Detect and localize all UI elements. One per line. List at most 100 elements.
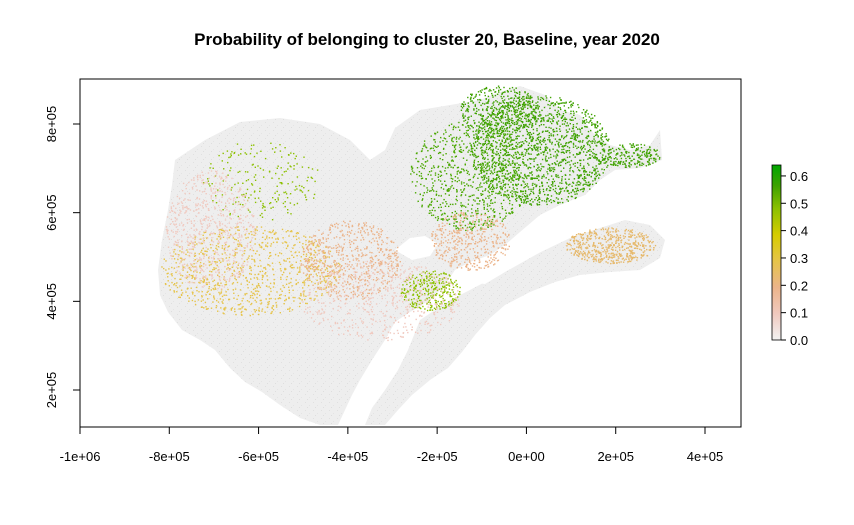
raster-cell [517, 183, 519, 185]
raster-cell [516, 188, 518, 190]
raster-cell [432, 271, 434, 273]
raster-cell [478, 113, 480, 116]
raster-cell [543, 120, 545, 122]
raster-cell [545, 201, 548, 203]
raster-cell [598, 177, 600, 179]
raster-cell [520, 198, 522, 200]
raster-cell [304, 265, 306, 267]
raster-cell [427, 206, 430, 208]
raster-cell [357, 290, 359, 292]
raster-cell [431, 273, 433, 275]
raster-cell [439, 308, 441, 310]
raster-cell [502, 163, 504, 165]
raster-cell [528, 194, 531, 196]
raster-cell [500, 143, 503, 145]
raster-cell [610, 157, 612, 159]
raster-cell [484, 94, 486, 97]
raster-cell [485, 169, 487, 172]
raster-cell [240, 269, 243, 271]
raster-cell [596, 174, 599, 177]
raster-cell [343, 243, 345, 245]
raster-cell [540, 96, 542, 99]
raster-cell [439, 170, 441, 172]
raster-cell [586, 151, 588, 153]
raster-cell [405, 294, 407, 297]
raster-cell [422, 279, 425, 281]
raster-cell [499, 186, 501, 188]
raster-cell [225, 291, 227, 293]
raster-cell [523, 187, 525, 189]
raster-cell [377, 247, 379, 250]
raster-cell [236, 143, 239, 145]
raster-cell [560, 164, 562, 167]
raster-cell [596, 250, 598, 252]
raster-cell [358, 294, 360, 296]
raster-cell [386, 282, 388, 285]
raster-cell [231, 272, 233, 275]
raster-cell [500, 106, 503, 108]
raster-cell [397, 264, 399, 267]
raster-cell [572, 189, 574, 191]
raster-cell [548, 100, 550, 102]
raster-cell [500, 95, 502, 98]
raster-cell [496, 125, 498, 127]
raster-cell [417, 296, 420, 298]
raster-cell [475, 155, 477, 157]
raster-cell [219, 236, 221, 238]
raster-cell [213, 288, 215, 291]
raster-cell [462, 104, 465, 106]
raster-cell [259, 294, 261, 297]
raster-cell [505, 113, 507, 116]
raster-cell [406, 279, 408, 281]
raster-cell [315, 268, 317, 270]
raster-cell [512, 101, 514, 103]
raster-cell [333, 271, 335, 273]
raster-cell [505, 183, 507, 185]
raster-cell [586, 135, 588, 138]
raster-cell [275, 306, 278, 308]
raster-cell [545, 95, 547, 97]
raster-cell [528, 132, 530, 134]
raster-cell [249, 265, 251, 268]
raster-cell [478, 126, 481, 128]
raster-cell [368, 277, 370, 279]
raster-cell [329, 265, 331, 267]
raster-cell [522, 161, 524, 163]
raster-cell [473, 161, 475, 163]
raster-cell [560, 143, 562, 145]
raster-cell [514, 148, 516, 150]
raster-cell [612, 231, 614, 233]
raster-cell [510, 140, 512, 142]
raster-cell [500, 127, 502, 129]
raster-cell [500, 142, 502, 144]
raster-cell [475, 166, 477, 168]
raster-cell [527, 159, 529, 161]
raster-cell [569, 174, 571, 176]
raster-cell [582, 151, 585, 153]
raster-cell [493, 109, 495, 111]
raster-cell [534, 115, 537, 118]
raster-cell [537, 167, 539, 169]
raster-cell [572, 126, 575, 128]
raster-cell [321, 294, 323, 297]
raster-cell [396, 250, 398, 252]
raster-cell [553, 166, 555, 169]
raster-cell [551, 141, 553, 144]
raster-cell [571, 185, 573, 187]
raster-cell [453, 136, 455, 139]
raster-cell [519, 104, 521, 106]
raster-cell [607, 150, 610, 152]
raster-cell [312, 244, 315, 247]
raster-cell [326, 268, 328, 270]
raster-cell [307, 176, 309, 179]
raster-cell [272, 231, 274, 233]
raster-cell [338, 252, 340, 254]
raster-cell [353, 233, 356, 235]
raster-cell [521, 144, 523, 147]
raster-cell [322, 232, 324, 234]
raster-cell [344, 222, 346, 224]
raster-cell [608, 252, 610, 255]
raster-cell [367, 292, 369, 295]
raster-cell [508, 110, 510, 112]
raster-cell [585, 111, 587, 113]
